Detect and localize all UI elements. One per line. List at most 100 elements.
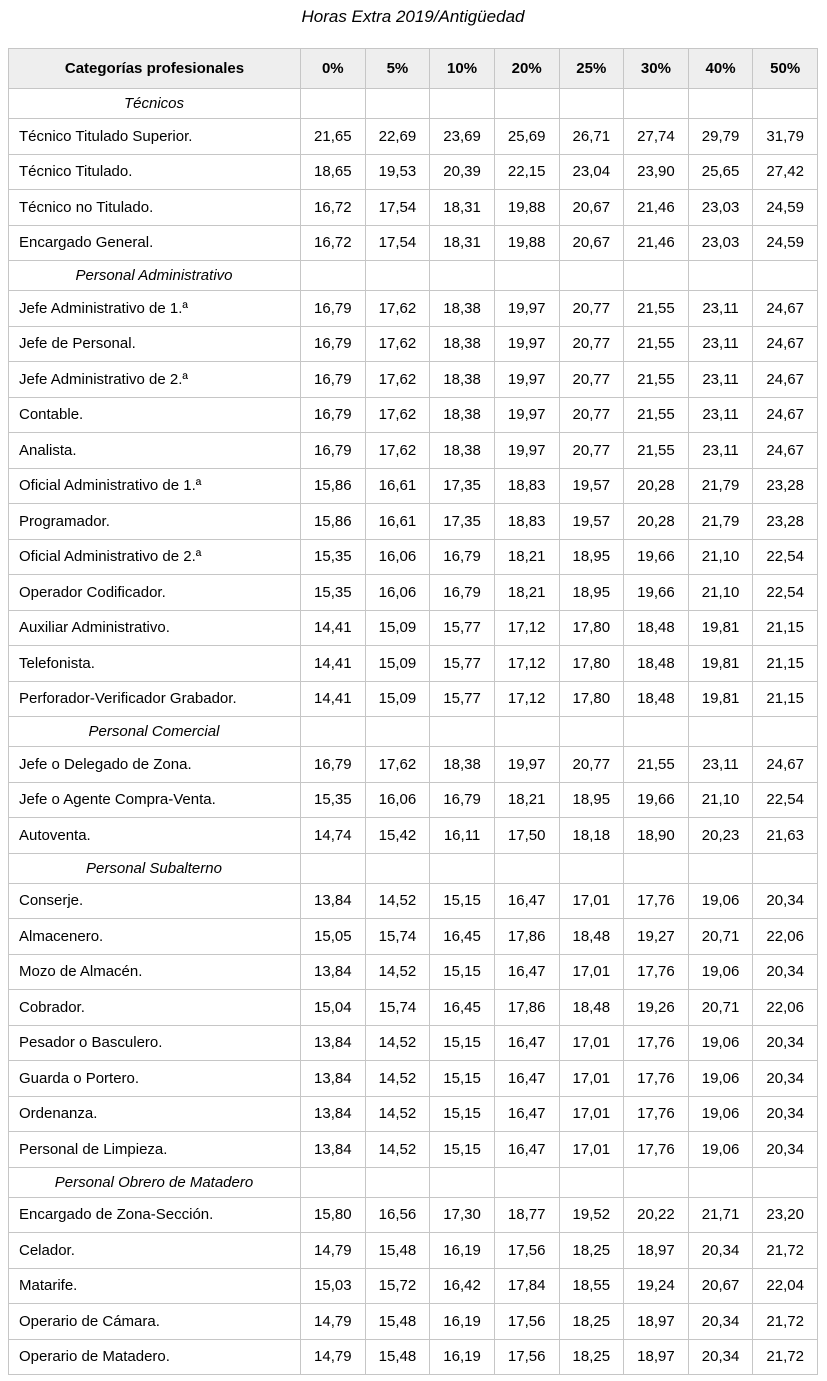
value-cell <box>300 260 366 291</box>
value-cell <box>687 716 754 747</box>
value-cell: 16,61 <box>364 467 431 504</box>
value-cell: 14,41 <box>300 680 366 717</box>
value-cell: 17,86 <box>493 918 560 955</box>
value-cell: 14,41 <box>300 609 366 646</box>
value-cell <box>623 716 689 747</box>
table-row: Jefe Administrativo de 1.ª 16,79 17,62 18,3… <box>8 290 818 327</box>
value-cell: 19,06 <box>687 882 754 919</box>
value-cell: 24,67 <box>752 396 818 433</box>
value-cell: 14,52 <box>364 1024 431 1061</box>
table-row: Analista. 16,79 17,62 18,38 19,97 20,77 21,55 2… <box>8 432 818 469</box>
category-label: Jefe de Personal. <box>8 325 301 362</box>
value-cell: 23,20 <box>752 1196 818 1233</box>
value-cell: 18,48 <box>558 918 625 955</box>
value-cell: 17,76 <box>623 1060 689 1097</box>
value-cell: 19,97 <box>493 290 560 327</box>
section-row: Personal Subalterno <box>8 852 818 884</box>
value-cell: 17,30 <box>429 1196 495 1233</box>
value-cell: 15,15 <box>429 953 495 990</box>
category-label: Autoventa. <box>8 817 301 854</box>
value-cell: 20,23 <box>687 817 754 854</box>
value-cell: 17,62 <box>364 432 431 469</box>
value-cell: 15,35 <box>300 574 366 611</box>
value-cell <box>752 260 818 291</box>
value-cell <box>364 260 431 291</box>
value-cell: 17,62 <box>364 746 431 783</box>
table-row: Operario de Matadero. 14,79 15,48 16,19 17,5… <box>8 1338 818 1375</box>
category-label: Operario de Cámara. <box>8 1303 301 1340</box>
column-header-percent: 10% <box>429 48 495 89</box>
value-cell: 24,67 <box>752 361 818 398</box>
table-row: Autoventa. 14,74 15,42 16,11 17,50 18,18 18,90… <box>8 817 818 854</box>
value-cell: 16,19 <box>429 1232 495 1269</box>
category-label: Jefe o Agente Compra-Venta. <box>8 781 301 818</box>
value-cell: 19,66 <box>623 574 689 611</box>
value-cell <box>752 1166 818 1198</box>
column-header-percent: 25% <box>558 48 625 89</box>
value-cell <box>493 1166 560 1198</box>
value-cell <box>364 1166 431 1198</box>
value-cell: 15,86 <box>300 467 366 504</box>
value-cell: 18,95 <box>558 781 625 818</box>
value-cell: 16,06 <box>364 574 431 611</box>
value-cell: 17,35 <box>429 503 495 540</box>
value-cell: 19,27 <box>623 918 689 955</box>
value-cell: 15,15 <box>429 1131 495 1168</box>
table-row: Operario de Cámara. 14,79 15,48 16,19 17,56 1… <box>8 1303 818 1340</box>
table-row: Almacenero. 15,05 15,74 16,45 17,86 18,48 19,2… <box>8 918 818 955</box>
value-cell: 17,80 <box>558 645 625 682</box>
value-cell: 18,38 <box>429 290 495 327</box>
value-cell: 18,97 <box>623 1232 689 1269</box>
salary-table: Categorías profesionales 0% 5% 10% 20% 25% 30%… <box>8 48 818 1375</box>
value-cell: 19,81 <box>687 680 754 717</box>
value-cell: 17,86 <box>493 989 560 1026</box>
value-cell: 25,69 <box>493 118 560 155</box>
section-label: Personal Administrativo <box>8 260 301 291</box>
table-row: Técnico Titulado Superior. 21,65 22,69 23,6… <box>8 118 818 155</box>
value-cell: 18,21 <box>493 574 560 611</box>
value-cell: 21,15 <box>752 609 818 646</box>
table-row: Contable. 16,79 17,62 18,38 19,97 20,77 21,55 2… <box>8 396 818 433</box>
value-cell: 23,11 <box>687 361 754 398</box>
value-cell: 15,05 <box>300 918 366 955</box>
value-cell: 29,79 <box>687 118 754 155</box>
value-cell: 25,65 <box>687 153 754 190</box>
column-header-percent: 30% <box>623 48 689 89</box>
value-cell: 24,67 <box>752 746 818 783</box>
value-cell: 20,77 <box>558 746 625 783</box>
value-cell: 21,72 <box>752 1232 818 1269</box>
value-cell: 15,03 <box>300 1267 366 1304</box>
value-cell: 31,79 <box>752 118 818 155</box>
table-row: Celador. 14,79 15,48 16,19 17,56 18,25 18,97 20… <box>8 1232 818 1269</box>
value-cell: 18,48 <box>623 609 689 646</box>
value-cell: 15,72 <box>364 1267 431 1304</box>
value-cell: 23,03 <box>687 189 754 226</box>
category-label: Contable. <box>8 396 301 433</box>
value-cell: 23,11 <box>687 325 754 362</box>
value-cell: 17,56 <box>493 1338 560 1375</box>
value-cell <box>687 88 754 119</box>
value-cell: 19,97 <box>493 396 560 433</box>
value-cell: 21,10 <box>687 781 754 818</box>
value-cell: 17,76 <box>623 1131 689 1168</box>
value-cell: 22,69 <box>364 118 431 155</box>
value-cell: 22,06 <box>752 989 818 1026</box>
value-cell: 17,76 <box>623 1024 689 1061</box>
value-cell: 18,83 <box>493 503 560 540</box>
value-cell: 24,67 <box>752 290 818 327</box>
category-label: Cobrador. <box>8 989 301 1026</box>
value-cell: 15,48 <box>364 1303 431 1340</box>
value-cell: 18,55 <box>558 1267 625 1304</box>
table-row: Telefonista. 14,41 15,09 15,77 17,12 17,80 18,… <box>8 645 818 682</box>
value-cell: 15,74 <box>364 989 431 1026</box>
value-cell: 19,81 <box>687 645 754 682</box>
value-cell: 15,15 <box>429 1095 495 1132</box>
value-cell <box>300 88 366 119</box>
value-cell: 27,74 <box>623 118 689 155</box>
value-cell: 21,10 <box>687 574 754 611</box>
value-cell: 17,12 <box>493 609 560 646</box>
value-cell: 17,01 <box>558 1131 625 1168</box>
value-cell: 21,55 <box>623 325 689 362</box>
value-cell: 18,83 <box>493 467 560 504</box>
table-row: Matarife. 15,03 15,72 16,42 17,84 18,55 19,24 2… <box>8 1267 818 1304</box>
